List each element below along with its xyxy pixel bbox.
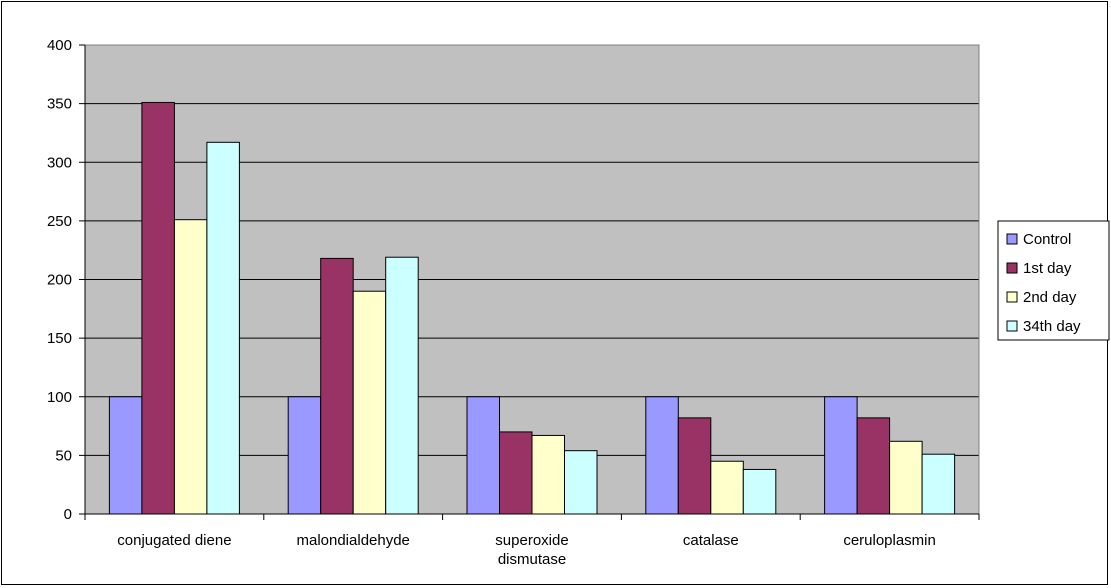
bar-control-2 [466,396,500,515]
x-category-label: malondialdehyde [296,532,409,549]
bar-2nd-day-4 [889,440,923,515]
legend-label: 34th day [1023,318,1081,335]
x-category-label: ceruloplasmin [843,532,936,549]
bar-control-1 [287,396,322,515]
bar-1st-day-3 [677,417,712,515]
bar-34th-day-3 [742,468,777,515]
legend: Control 1st day 2nd day 34th day [997,220,1110,341]
x-category-label: conjugated diene [117,532,231,549]
bar-2nd-day-1 [352,290,387,515]
x-category-label: dismutase [498,551,566,568]
legend-label: Control [1023,231,1071,248]
legend-swatch [1006,291,1018,303]
bar-34th-day-4 [921,453,956,515]
bar-control-4 [824,396,858,515]
legend-swatch [1006,262,1018,274]
y-tick-label: 350 [47,96,72,113]
x-category-label: superoxide [495,532,568,549]
bar-1st-day-0 [141,101,175,515]
bar-34th-day-1 [385,256,419,515]
bar-1st-day-4 [856,417,891,515]
y-tick-label: 100 [47,389,72,406]
y-tick-label: 50 [55,447,72,464]
bar-34th-day-2 [564,450,598,515]
y-axis-ticks: 0 50 100 150 200 250 300 350 400 [47,37,85,523]
bar-2nd-day-2 [531,434,565,515]
bar-1st-day-2 [499,431,533,515]
bar-control-0 [108,396,143,515]
legend-label: 1st day [1023,260,1072,277]
bars [108,101,956,515]
bar-34th-day-0 [206,141,240,515]
bar-2nd-day-3 [710,460,744,515]
legend-swatch [1006,320,1018,332]
y-tick-label: 300 [47,154,72,171]
y-tick-label: 200 [47,272,72,289]
legend-label: 2nd day [1023,289,1077,306]
y-tick-label: 150 [47,330,72,347]
bar-1st-day-1 [320,257,354,515]
x-axis-labels: conjugated diene malondialdehyde superoxid… [84,514,980,568]
y-tick-label: 250 [47,213,72,230]
bar-2nd-day-0 [173,219,208,515]
x-category-label: catalase [683,532,739,549]
y-tick-label: 0 [64,506,72,523]
bar-control-3 [645,396,679,515]
y-tick-label: 400 [47,37,72,54]
legend-swatch [1006,233,1018,245]
